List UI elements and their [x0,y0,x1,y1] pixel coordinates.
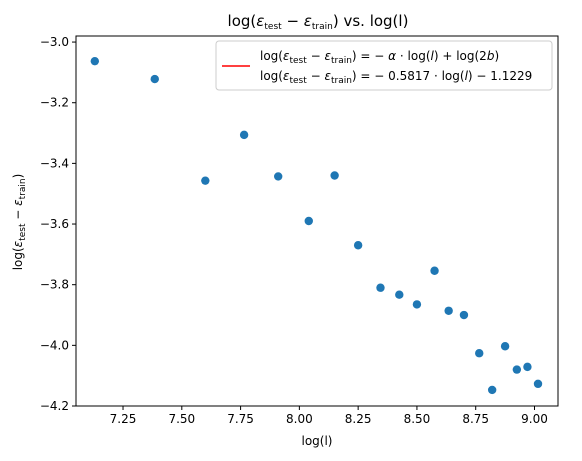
y-tick-label: −3.6 [40,217,69,231]
scatter-point [330,171,339,180]
x-tick-label: 7.25 [110,412,137,426]
scatter-point [150,74,159,84]
x-tick-label: 7.50 [168,412,195,426]
scatter-point [512,365,522,374]
scatter-point [487,385,497,395]
legend-entry-fit: log(εtest − εtrain) = − 0.5817 · log(l) … [260,69,532,86]
scatter-point [523,362,532,372]
y-tick-label: −4.2 [40,399,69,413]
scatter-points [90,56,543,395]
y-tick-label: −3.8 [40,278,69,292]
scatter-point [475,349,484,358]
scatter-point [395,290,404,299]
chart-title: log(εtest − εtrain) vs. log(l) [228,12,409,32]
scatter-point [239,130,249,140]
scatter-point [90,56,100,66]
scatter-point [459,310,469,320]
scatter-point [500,342,510,351]
legend-box [215,40,553,91]
scatter-point [412,300,422,309]
scatter-point [274,172,283,181]
x-axis-title: log(l) [302,434,333,448]
scatter-point [430,266,439,275]
legend: log(εtest − εtrain) = − α · log(l) + log… [215,40,553,91]
scatter-point [376,283,385,292]
y-tick-label: −3.4 [40,156,69,170]
legend-entry-formula: log(εtest − εtrain) = − α · log(l) + log… [260,49,499,66]
axis-ticks: 7.25 7.50 7.75 8.00 8.25 8.50 8.75 9.00 −3.0 −3.2… [40,35,548,426]
y-axis-title: log(εtest − εtrain) [11,174,28,271]
y-tick-label: −4.0 [40,338,69,352]
y-tick-label: −3.2 [40,96,69,110]
scatter-point [533,379,543,389]
scatter-point [444,306,453,315]
x-tick-label: 8.75 [462,412,489,426]
x-tick-label: 9.00 [521,412,548,426]
plot-area [75,35,559,407]
scatter-point [353,241,363,250]
y-tick-label: −3.0 [40,35,69,49]
x-tick-label: 8.00 [286,412,313,426]
x-tick-label: 7.75 [227,412,254,426]
x-tick-label: 8.25 [345,412,372,426]
scatter-point [304,216,313,226]
x-tick-label: 8.50 [404,412,431,426]
scatter-point [201,176,210,185]
